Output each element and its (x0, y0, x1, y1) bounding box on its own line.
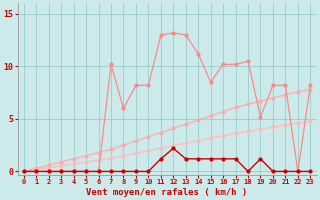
X-axis label: Vent moyen/en rafales ( km/h ): Vent moyen/en rafales ( km/h ) (86, 188, 248, 197)
